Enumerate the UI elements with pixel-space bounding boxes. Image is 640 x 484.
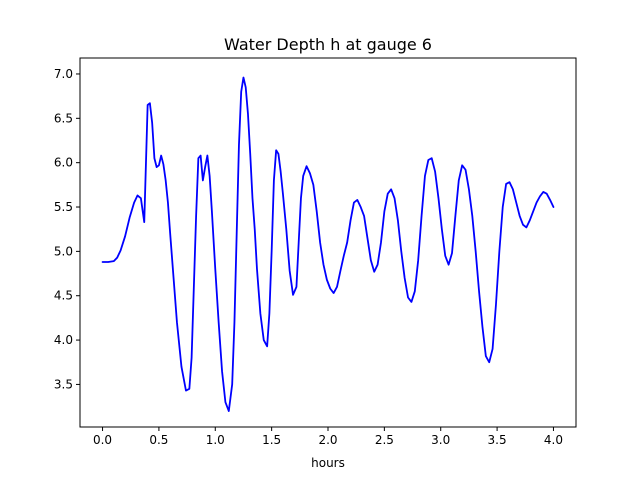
chart-title: Water Depth h at gauge 6 [224, 35, 432, 54]
y-tick-label: 5.5 [54, 200, 73, 214]
x-tick-label: 0.5 [149, 433, 168, 447]
y-tick-label: 7.0 [54, 67, 73, 81]
y-tick-label: 5.0 [54, 244, 73, 258]
y-tick-label: 4.0 [54, 333, 73, 347]
x-tick-label: 3.0 [431, 433, 450, 447]
x-axis: 0.0 0.5 1.0 1.5 2.0 2.5 3.0 3.5 4.0 [93, 427, 563, 447]
series-line [101, 76, 555, 412]
x-tick-label: 4.0 [544, 433, 563, 447]
plot-area [79, 57, 577, 428]
y-tick-label: 3.5 [54, 377, 73, 391]
x-tick-label: 2.5 [375, 433, 394, 447]
y-tick-label: 4.5 [54, 289, 73, 303]
x-tick-label: 2.0 [318, 433, 337, 447]
x-tick-label: 3.5 [488, 433, 507, 447]
x-axis-label: hours [311, 456, 345, 470]
x-tick-label: 1.0 [206, 433, 225, 447]
y-axis: 3.5 4.0 4.5 5.0 5.5 6.0 6.5 7.0 [54, 67, 80, 391]
y-tick-label: 6.5 [54, 111, 73, 125]
x-tick-label: 1.5 [262, 433, 281, 447]
plot-frame [79, 57, 577, 428]
x-tick-label: 0.0 [93, 433, 112, 447]
y-tick-label: 6.0 [54, 156, 73, 170]
